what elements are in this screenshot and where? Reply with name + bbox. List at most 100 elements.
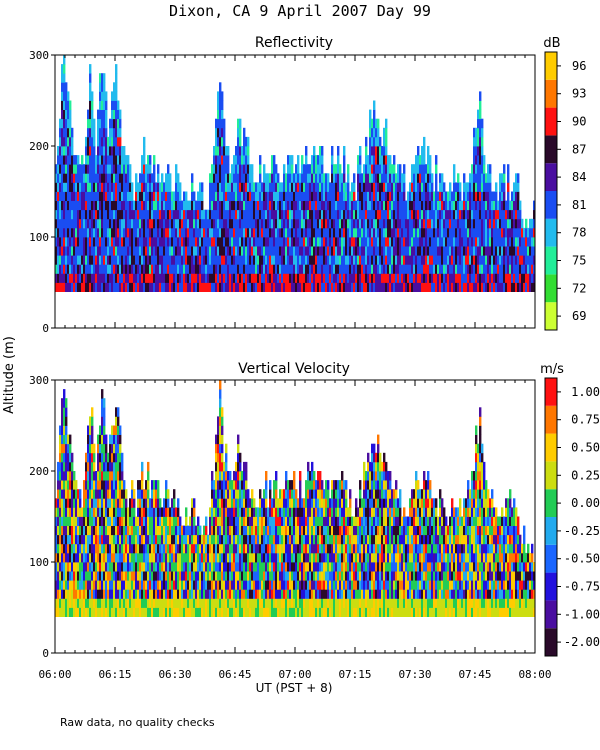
heatmap-cell (143, 562, 146, 572)
heatmap-cell (143, 164, 146, 174)
heatmap-cell (301, 237, 304, 247)
heatmap-cell (207, 209, 210, 220)
heatmap-cell (129, 516, 132, 526)
heatmap-cell (389, 273, 392, 283)
heatmap-cell (447, 255, 450, 265)
heatmap-cell (65, 562, 68, 572)
heatmap-cell (183, 580, 186, 590)
heatmap-cell (309, 164, 312, 174)
heatmap-cell (413, 164, 416, 174)
heatmap-cell (151, 507, 154, 517)
heatmap-cell (373, 273, 376, 283)
heatmap-cell (243, 246, 246, 256)
heatmap-cell (515, 209, 518, 220)
heatmap-cell (195, 237, 198, 247)
heatmap-cell (381, 173, 384, 183)
heatmap-cell (93, 282, 96, 292)
heatmap-cell (323, 255, 326, 265)
heatmap-cell (147, 480, 150, 490)
heatmap-cell (221, 273, 224, 283)
heatmap-cell (415, 164, 418, 174)
y-tick-label: 100 (29, 231, 49, 244)
heatmap-cell (113, 480, 116, 490)
heatmap-cell (269, 182, 272, 192)
heatmap-cell (97, 218, 100, 229)
heatmap-cell (135, 173, 138, 183)
heatmap-cell (69, 282, 72, 292)
heatmap-cell (71, 461, 74, 472)
heatmap-cell (143, 146, 146, 156)
heatmap-cell (439, 264, 442, 274)
heatmap-cell (179, 598, 182, 608)
heatmap-cell (149, 498, 152, 508)
heatmap-cell (163, 264, 166, 274)
heatmap-cell (63, 173, 66, 183)
heatmap-cell (495, 237, 498, 247)
heatmap-cell (431, 173, 434, 183)
heatmap-cell (347, 237, 350, 247)
heatmap-cell (467, 246, 470, 256)
heatmap-cell (99, 164, 102, 174)
heatmap-cell (137, 571, 140, 581)
heatmap-cell (287, 282, 290, 292)
heatmap-cell (217, 598, 220, 608)
heatmap-cell (385, 118, 388, 129)
heatmap-cell (179, 282, 182, 292)
heatmap-cell (403, 282, 406, 292)
heatmap-cell (181, 580, 184, 590)
heatmap-cell (105, 443, 108, 454)
heatmap-cell (65, 425, 68, 435)
heatmap-cell (445, 282, 448, 292)
heatmap-cell (423, 237, 426, 247)
heatmap-cell (211, 516, 214, 526)
heatmap-cell (97, 471, 100, 481)
heatmap-cell (239, 200, 242, 211)
heatmap-cell (103, 562, 106, 572)
heatmap-cell (147, 191, 150, 201)
heatmap-cell (339, 255, 342, 265)
heatmap-cell (483, 164, 486, 174)
heatmap-cell (169, 227, 172, 238)
heatmap-cell (87, 571, 90, 581)
heatmap-cell (277, 255, 280, 265)
heatmap-cell (153, 552, 156, 563)
heatmap-cell (219, 443, 222, 454)
heatmap-cell (131, 282, 134, 292)
heatmap-cell (175, 598, 178, 608)
heatmap-cell (63, 398, 66, 408)
heatmap-cell (115, 282, 118, 292)
heatmap-cell (213, 525, 216, 536)
heatmap-cell (241, 173, 244, 183)
heatmap-cell (153, 525, 156, 536)
heatmap-cell (225, 173, 228, 183)
heatmap-cell (111, 209, 114, 220)
heatmap-cell (319, 255, 322, 265)
heatmap-cell (125, 598, 128, 608)
heatmap-cell (217, 264, 220, 274)
heatmap-cell (257, 191, 260, 201)
heatmap-cell (199, 571, 202, 581)
heatmap-cell (65, 227, 68, 238)
heatmap-cell (441, 227, 444, 238)
heatmap-cell (367, 282, 370, 292)
heatmap-cell (229, 191, 232, 201)
colorbar-segment (545, 218, 557, 247)
heatmap-cell (201, 227, 204, 238)
heatmap-cell (65, 191, 68, 201)
heatmap-cell (81, 227, 84, 238)
heatmap-cell (491, 227, 494, 238)
heatmap-cell (89, 237, 92, 247)
heatmap-cell (399, 182, 402, 192)
heatmap-cell (217, 255, 220, 265)
heatmap-cell (99, 273, 102, 283)
heatmap-cell (107, 246, 110, 256)
heatmap-cell (201, 209, 204, 220)
heatmap-cell (79, 516, 82, 526)
heatmap-cell (105, 182, 108, 192)
heatmap-cell (333, 218, 336, 229)
heatmap-cell (89, 73, 92, 83)
heatmap-cell (341, 182, 344, 192)
heatmap-cell (459, 182, 462, 192)
heatmap-cell (507, 264, 510, 274)
heatmap-cell (87, 562, 90, 572)
